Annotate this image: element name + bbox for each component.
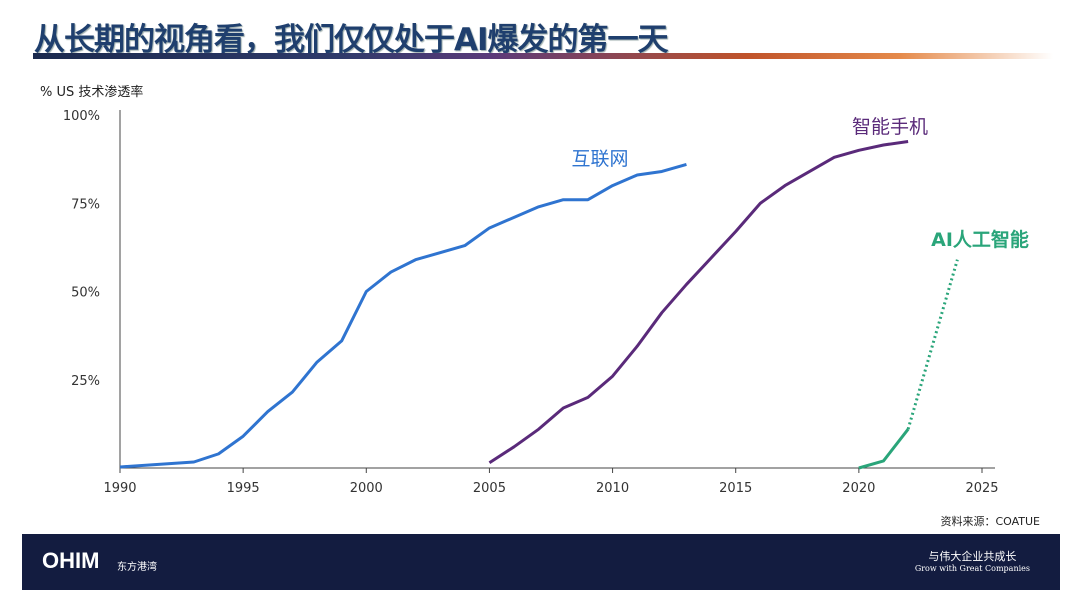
series-label: 互联网: [571, 148, 628, 170]
company-logo: OHIM: [42, 548, 100, 573]
series-label: 智能手机: [852, 116, 928, 138]
x-tick-label: 2010: [596, 481, 629, 496]
series-label: AI人工智能: [931, 228, 1029, 251]
company-name: 东方港湾: [117, 562, 157, 573]
x-tick-label: 1990: [103, 481, 136, 496]
y-axis-label: % US 技术渗透率: [40, 84, 143, 100]
title-divider: [33, 53, 1053, 59]
x-tick-label: 2020: [842, 481, 875, 496]
slide-title: 从长期的视角看，我们仅仅处于AI爆发的第一天: [34, 22, 669, 58]
x-tick-label: 1995: [227, 481, 260, 496]
x-tick-label: 2025: [965, 481, 998, 496]
series-line-0: [119, 162, 687, 469]
series-line-1: [488, 139, 909, 464]
line-chart: % US 技术渗透率 25% 50% 75% 100% 1990 1995 2000 2005 2…: [40, 84, 1029, 496]
source-note: 资料来源：COATUE: [940, 515, 1040, 528]
y-tick-label: 100%: [63, 109, 100, 124]
slogan: 与伟大企业共成长 Grow with Great Companies: [915, 548, 1030, 573]
series-projection-2: [906, 259, 959, 430]
series-line-2: [858, 428, 910, 470]
footer-bar: OHIM 东方港湾 与伟大企业共成长 Grow with Great Compa…: [22, 534, 1060, 590]
y-tick-label: 50%: [71, 286, 100, 301]
x-tick-label: 2005: [473, 481, 506, 496]
x-tick-label: 2000: [350, 481, 383, 496]
x-tick-label: 2015: [719, 481, 752, 496]
slogan-en: Grow with Great Companies: [914, 564, 1030, 573]
slogan-cn: 与伟大企业共成长: [928, 550, 1017, 563]
y-tick-label: 25%: [71, 374, 100, 389]
y-tick-label: 75%: [71, 197, 100, 212]
